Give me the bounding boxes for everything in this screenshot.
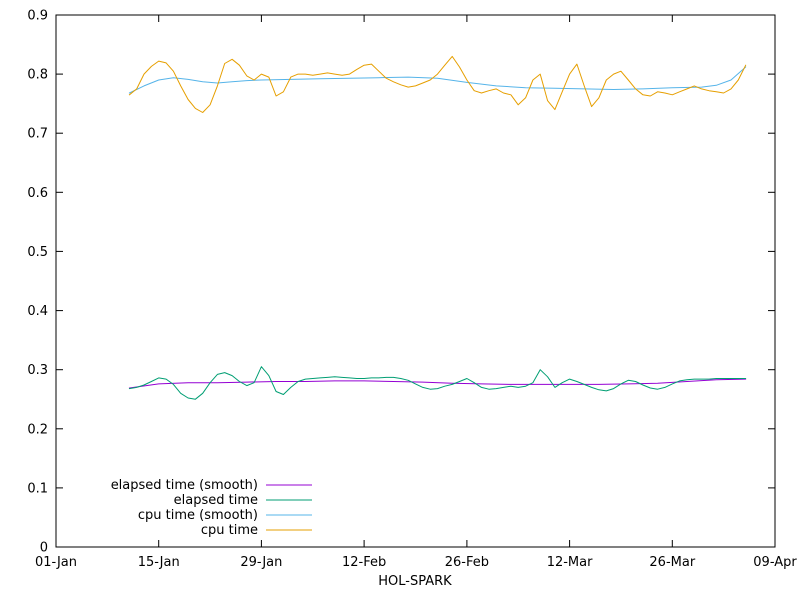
y-tick-label: 0.9 — [27, 9, 48, 24]
y-tick-label: 0.7 — [27, 127, 48, 142]
y-tick-label: 0.3 — [27, 363, 48, 378]
x-tick-label: 09-Apr — [753, 555, 797, 570]
y-tick-label: 0.8 — [27, 68, 48, 83]
series-line-cpu-time-smooth- — [128, 66, 747, 94]
x-tick-label: 01-Jan — [35, 555, 77, 570]
y-tick-label: 0.1 — [27, 481, 48, 496]
x-axis-label: HOL-SPARK — [378, 574, 452, 589]
x-tick-label: 26-Mar — [649, 555, 695, 570]
x-tick-label: 12-Feb — [342, 555, 386, 570]
chart-series — [128, 55, 747, 400]
legend-label: elapsed time (smooth) — [111, 478, 258, 493]
y-tick-label: 0 — [40, 541, 48, 556]
legend-label: cpu time (smooth) — [138, 508, 258, 523]
chart-axes: 01-Jan 15-Jan 29-Jan 12-Feb 26-Feb 12-Mar 26-M… — [27, 9, 797, 571]
plot-border — [55, 14, 776, 548]
x-tick-label: 26-Feb — [445, 555, 489, 570]
legend-label: cpu time — [201, 523, 258, 538]
series-line-elapsed-time — [128, 366, 747, 400]
series-line-cpu-time — [128, 55, 747, 113]
series-line-elapsed-time-smooth- — [128, 378, 747, 389]
y-tick-label: 0.2 — [27, 422, 48, 437]
y-tick-label: 0.4 — [27, 304, 48, 319]
y-tick-label: 0.6 — [27, 186, 48, 201]
x-tick-label: 29-Jan — [240, 555, 282, 570]
y-tick-label: 0.5 — [27, 245, 48, 260]
x-tick-label: 15-Jan — [138, 555, 180, 570]
x-tick-label: 12-Mar — [547, 555, 593, 570]
legend-label: elapsed time — [174, 493, 258, 508]
